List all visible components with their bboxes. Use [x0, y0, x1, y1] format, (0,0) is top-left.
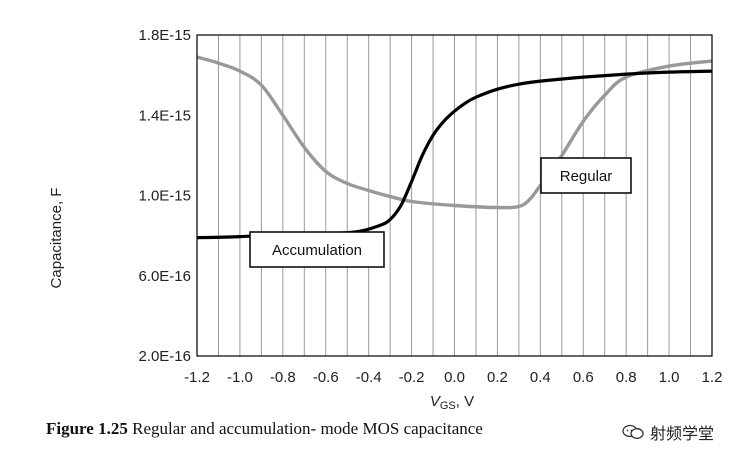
- y-tick-labels: 2.0E-16 6.0E-16 1.0E-15 1.4E-15 1.8E-15: [138, 27, 191, 365]
- y-axis-title: Capacitance, F: [48, 188, 65, 289]
- x-axis-title: VGS, V: [430, 393, 474, 412]
- figure-caption-text: Regular and accumulation- mode MOS capac…: [127, 419, 483, 438]
- callout-regular-box: [540, 157, 632, 194]
- y-tick-label: 1.0E-15: [138, 188, 191, 205]
- x-tick-label: 0.4: [530, 369, 551, 386]
- x-tick-labels: -1.2 -1.0 -0.8 -0.6 -0.4 -0.2 0.0 0.2 0.4 0.6 0.8 1…: [184, 369, 722, 386]
- x-tick-label: 1.0: [659, 369, 680, 386]
- y-tick-label: 1.8E-15: [138, 27, 191, 44]
- series-line-regular: [196, 55, 713, 210]
- x-tick-label: -0.6: [313, 369, 339, 386]
- watermark: 射频学堂: [622, 420, 714, 444]
- x-axis-title-unit: , V: [456, 393, 474, 410]
- x-tick-label: -0.8: [270, 369, 296, 386]
- x-tick-label: -1.0: [227, 369, 253, 386]
- callout-regular: Regular: [540, 157, 632, 194]
- x-tick-label: -1.2: [184, 369, 210, 386]
- callout-accumulation: Accumulation: [249, 231, 385, 268]
- x-tick-label: 0.6: [573, 369, 594, 386]
- figure-caption: Figure 1.25 Regular and accumulation- mo…: [46, 419, 483, 439]
- y-tick-label: 6.0E-16: [138, 268, 191, 285]
- y-tick-label: 2.0E-16: [138, 348, 191, 365]
- callout-accumulation-box: [249, 231, 385, 268]
- x-axis-title-sub: GS: [440, 400, 456, 412]
- callout-regular-label: Regular: [560, 168, 613, 185]
- x-tick-label: 0.2: [487, 369, 508, 386]
- figure-caption-label: Figure 1.25: [46, 419, 128, 438]
- x-tick-label: -0.2: [399, 369, 425, 386]
- y-tick-label: 1.4E-15: [138, 107, 191, 124]
- chart-grid: [217, 35, 692, 356]
- callout-accumulation-label: Accumulation: [272, 242, 362, 259]
- chart: 2.0E-16 6.0E-16 1.0E-15 1.4E-15 1.8E-15 -1.2…: [48, 27, 722, 412]
- x-tick-label: 0.8: [616, 369, 637, 386]
- x-axis-title-main: V: [430, 393, 442, 410]
- x-tick-label: 1.2: [702, 369, 723, 386]
- x-tick-label: 0.0: [444, 369, 465, 386]
- watermark-text: 射频学堂: [650, 424, 715, 443]
- x-tick-label: -0.4: [356, 369, 382, 386]
- chat-bubbles-icon: [622, 424, 644, 440]
- plot-frame: [196, 34, 713, 357]
